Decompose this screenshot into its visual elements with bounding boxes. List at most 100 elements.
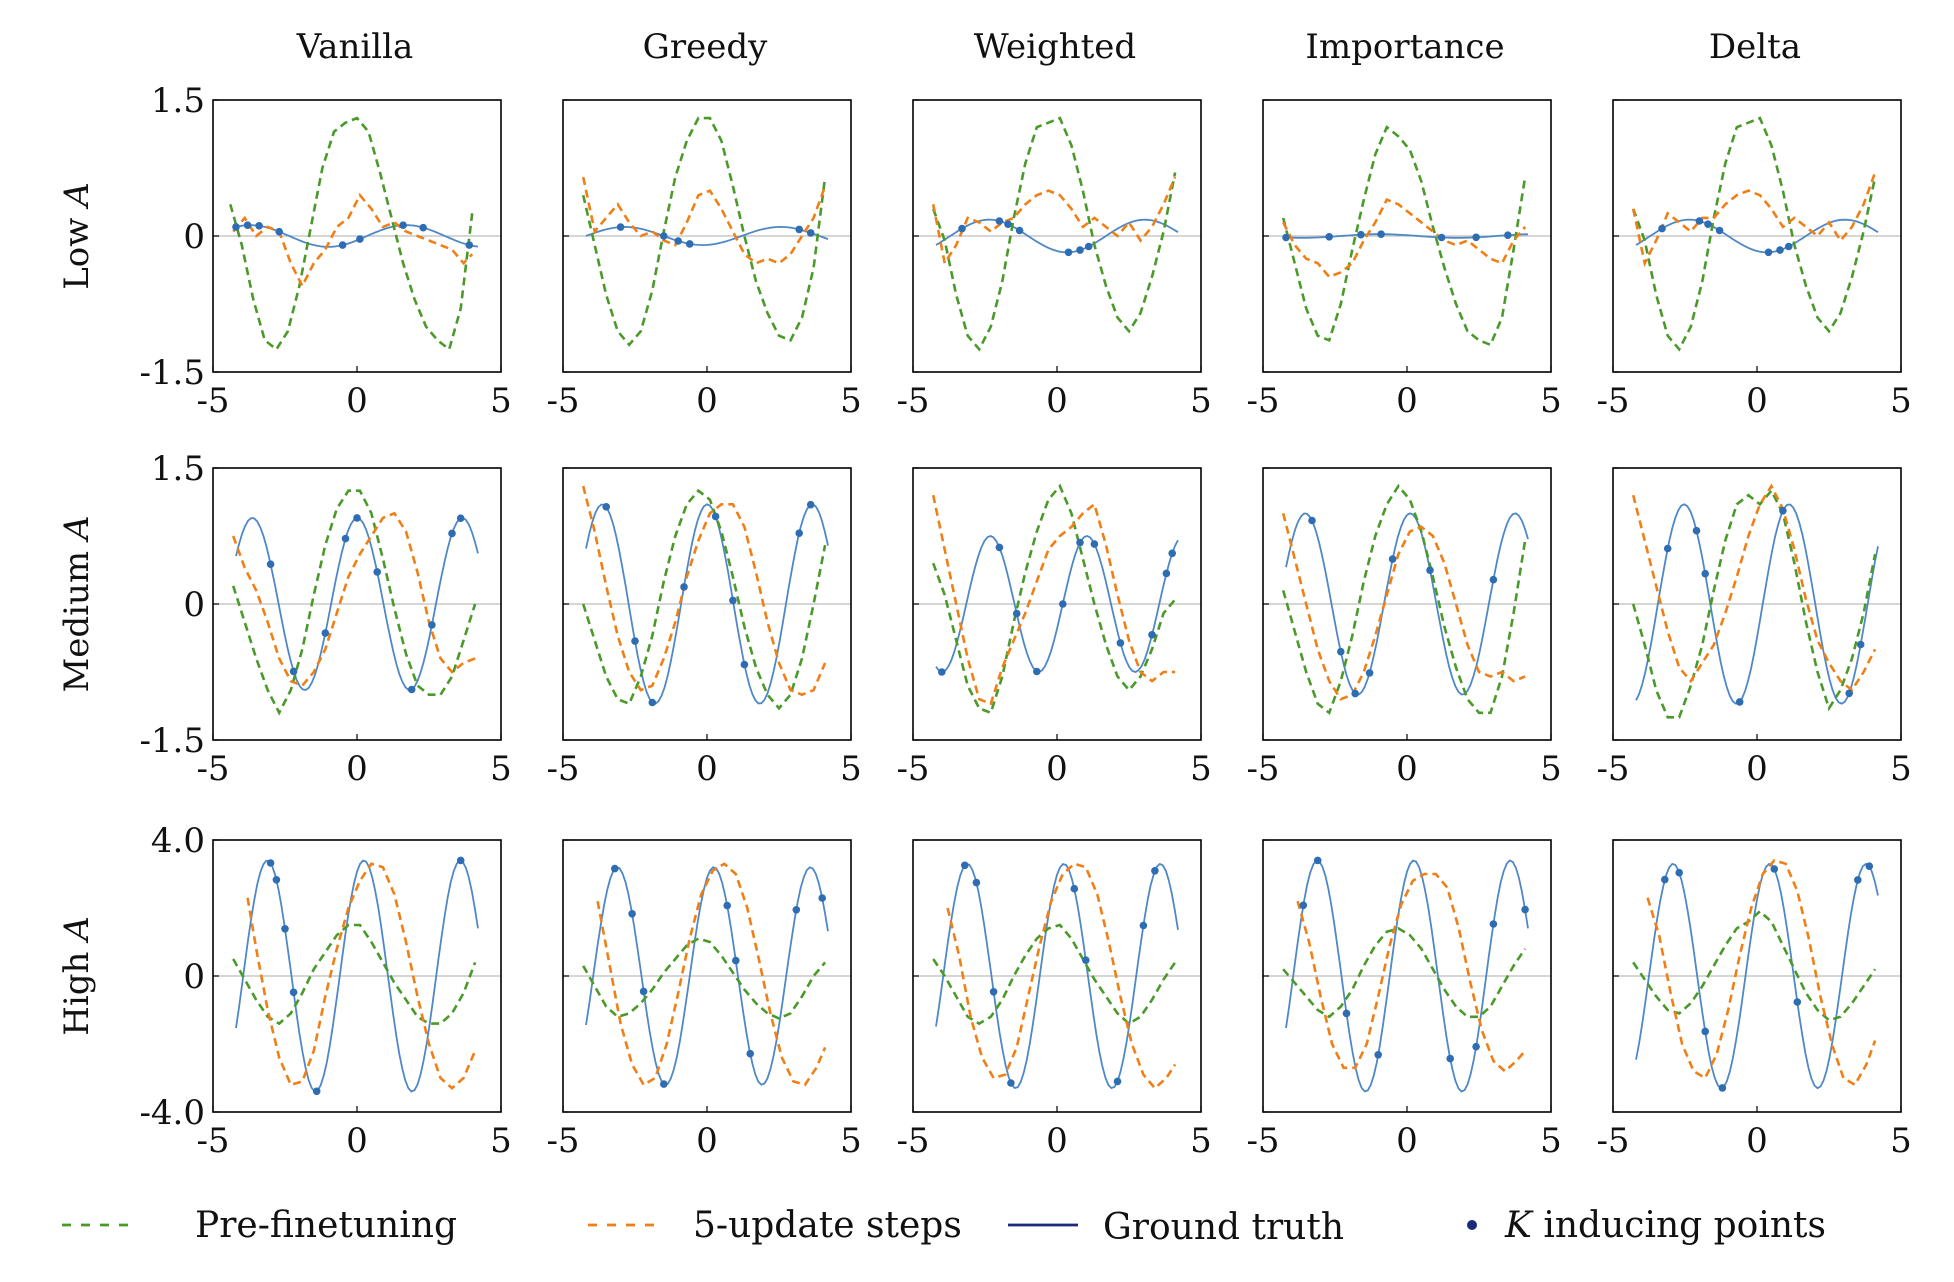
y-tick-label: 4.0 xyxy=(151,821,205,861)
legend-label-rest: inducing points xyxy=(1532,1205,1826,1246)
inducing-point xyxy=(1489,920,1498,928)
row-label-high: High A xyxy=(57,916,97,1036)
panel-high-delta: -5 0 5 xyxy=(1596,839,1912,1161)
update-steps-line xyxy=(931,176,1177,267)
inducing-point xyxy=(1661,875,1669,884)
pre-finetuning-line xyxy=(229,116,474,352)
inducing-point xyxy=(958,224,966,233)
inducing-point xyxy=(255,222,263,230)
x-tick-label: 5 xyxy=(1540,1121,1562,1161)
x-tick-label: 0 xyxy=(1396,749,1418,789)
panel-high-weighted: -5 0 5 xyxy=(896,839,1212,1161)
inducing-point xyxy=(1675,868,1683,877)
inducing-point xyxy=(1701,569,1709,578)
inducing-point xyxy=(1168,549,1176,558)
x-tick-label: 0 xyxy=(696,749,718,789)
column-title-vanilla: Vanilla xyxy=(296,27,414,67)
x-tick-label: 0 xyxy=(696,1121,718,1161)
inducing-point xyxy=(1695,217,1704,225)
inducing-point xyxy=(1012,609,1021,618)
inducing-point xyxy=(1139,921,1148,930)
inducing-point xyxy=(685,240,694,248)
pre-finetuning-line xyxy=(581,116,827,347)
update-steps-line xyxy=(581,485,827,697)
x-tick-label: 5 xyxy=(490,381,512,421)
inducing-point xyxy=(243,221,252,229)
inducing-point xyxy=(1007,1079,1015,1087)
update-steps-line xyxy=(1282,198,1527,279)
inducing-point xyxy=(419,223,428,232)
panel-high-vanilla: -5 0 5 4.0 0 -4.0 xyxy=(139,821,511,1161)
panel-high-greedy: -5 0 5 xyxy=(546,839,862,1161)
legend: Pre-finetuning 5-update steps Ground truth… xyxy=(62,1205,1826,1248)
panel-low-greedy: -5 0 5 xyxy=(546,99,862,421)
ground-truth-line xyxy=(1635,503,1879,705)
pre-finetuning-line xyxy=(1631,488,1877,719)
x-tick-label: -5 xyxy=(1596,381,1629,421)
inducing-point xyxy=(1489,575,1498,584)
x-tick-label: 5 xyxy=(1890,1121,1912,1161)
inducing-point xyxy=(353,514,361,522)
inducing-point xyxy=(818,894,826,902)
legend-label-update-steps: 5-update steps xyxy=(693,1205,962,1246)
inducing-point xyxy=(1325,233,1333,241)
inducing-point xyxy=(648,698,657,707)
inducing-point xyxy=(729,596,737,605)
inducing-point xyxy=(1658,224,1666,233)
x-tick-label: 0 xyxy=(1746,749,1768,789)
column-title-delta: Delta xyxy=(1709,27,1801,67)
inducing-point xyxy=(1692,526,1701,535)
inducing-point xyxy=(806,500,815,509)
inducing-point xyxy=(1776,246,1784,254)
inducing-point xyxy=(1701,1027,1709,1036)
inducing-point xyxy=(660,1080,668,1088)
ground-truth-line xyxy=(585,866,829,1086)
x-tick-label: -5 xyxy=(1246,1121,1279,1161)
legend-variable: K xyxy=(1504,1205,1534,1246)
inducing-point xyxy=(456,514,465,522)
inducing-point xyxy=(1342,1009,1351,1018)
inducing-point xyxy=(1764,248,1773,257)
ground-truth-line xyxy=(1635,218,1879,254)
row-label-medium: Medium A xyxy=(57,515,97,692)
pre-finetuning-line xyxy=(931,483,1177,715)
x-tick-label: 0 xyxy=(1046,1121,1068,1161)
inducing-point xyxy=(795,529,803,537)
x-tick-label: 5 xyxy=(1190,749,1212,789)
ground-truth-line xyxy=(935,535,1179,673)
x-tick-label: 0 xyxy=(346,1121,368,1161)
inducing-point xyxy=(740,660,749,669)
inducing-point xyxy=(631,637,639,645)
legend-label-pre-finetuning: Pre-finetuning xyxy=(195,1205,457,1246)
inducing-point xyxy=(1076,538,1084,547)
pre-finetuning-line xyxy=(1631,116,1877,352)
inducing-point xyxy=(711,512,720,521)
pre-finetuning-line xyxy=(1281,483,1527,715)
pre-finetuning-line xyxy=(232,923,477,1026)
inducing-point xyxy=(1064,248,1073,257)
panel-low-delta: -5 0 5 xyxy=(1596,99,1912,421)
panel-medium-importance: -5 0 5 xyxy=(1246,467,1562,789)
inducing-point xyxy=(961,861,969,870)
inducing-point xyxy=(356,235,364,243)
x-tick-label: 0 xyxy=(1746,381,1768,421)
x-tick-label: 5 xyxy=(840,749,862,789)
x-tick-label: -5 xyxy=(546,1121,579,1161)
y-tick-label: -1.5 xyxy=(139,353,205,393)
x-tick-label: -5 xyxy=(546,381,579,421)
inducing-point xyxy=(628,910,636,918)
x-tick-label: 5 xyxy=(840,1121,862,1161)
inducing-point xyxy=(1856,640,1865,649)
inducing-point xyxy=(1116,639,1125,647)
row-label-variable: A xyxy=(57,916,97,944)
panel-low-importance: -5 0 5 xyxy=(1246,99,1562,421)
inducing-point xyxy=(266,560,275,568)
x-tick-label: 0 xyxy=(346,381,368,421)
inducing-point xyxy=(1865,862,1874,870)
inducing-point xyxy=(1148,631,1156,639)
x-tick-label: 5 xyxy=(1890,381,1912,421)
inducing-point xyxy=(407,685,416,694)
x-tick-label: 5 xyxy=(1190,1121,1212,1161)
inducing-point xyxy=(272,876,281,884)
